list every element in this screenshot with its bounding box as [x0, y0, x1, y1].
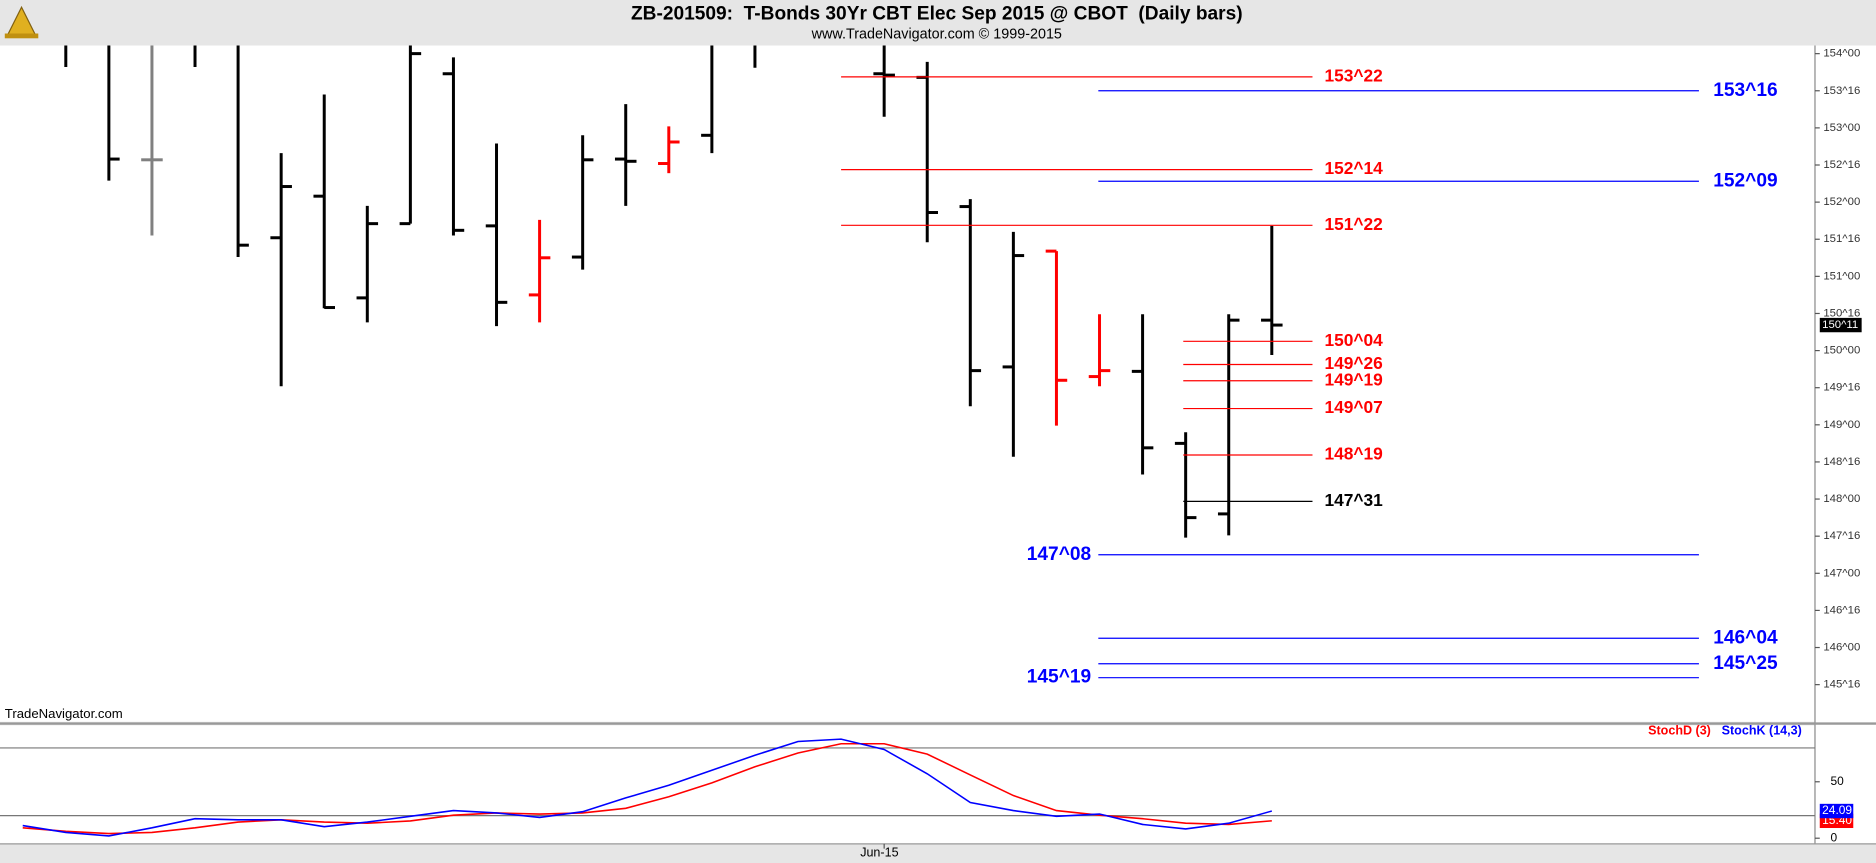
last-price-label: 150^11: [1822, 319, 1858, 331]
y-tick-label: 146^00: [1823, 642, 1860, 654]
level-label: 152^14: [1324, 158, 1383, 178]
level-label: 151^22: [1324, 214, 1382, 234]
level-label: 145^19: [1027, 667, 1091, 688]
y-tick-label: 151^16: [1823, 233, 1860, 245]
level-label: 147^08: [1027, 544, 1092, 565]
logo: [4, 5, 39, 39]
y-tick-label: 152^16: [1823, 159, 1860, 171]
level-label: 149^07: [1324, 397, 1382, 417]
chart-subtitle: www.TradeNavigator.com © 1999-2015: [811, 27, 1062, 43]
last-price-box: [1819, 317, 1862, 333]
stoch-line: [22, 742, 1272, 835]
y-tick-label: 152^00: [1823, 196, 1860, 208]
x-tick-label: Jun-15: [860, 846, 898, 860]
value-label: 24.09: [1822, 803, 1852, 817]
level-label: 150^04: [1324, 330, 1383, 350]
y-tick-label: 149^00: [1823, 419, 1860, 431]
watermark: TradeNavigator.com: [5, 706, 123, 721]
y-tick-label: 148^16: [1823, 456, 1860, 468]
level-label: 153^16: [1713, 80, 1777, 101]
level-label: 145^25: [1713, 653, 1778, 674]
level-label: 149^19: [1324, 369, 1382, 389]
y-tick-label: 147^16: [1823, 530, 1860, 542]
price-panel: [0, 45, 1815, 722]
y-tick-label: 154^00: [1823, 48, 1860, 60]
level-label: 146^04: [1713, 627, 1778, 648]
y-tick-label: 145^16: [1823, 679, 1860, 691]
legend-entry: StochD (3): [1648, 724, 1711, 738]
chart-title: ZB-201509: T-Bonds 30Yr CBT Elec Sep 201…: [631, 3, 1243, 24]
y-tick-label: 149^16: [1823, 382, 1860, 394]
y-tick-label: 146^16: [1823, 604, 1860, 616]
stoch-line: [22, 738, 1273, 837]
bars: [64, 45, 1283, 538]
price-axis: [1814, 45, 1876, 844]
level-label: 147^31: [1324, 490, 1383, 510]
y-tick-label: 50: [1831, 774, 1845, 788]
y-tick-label: 147^00: [1823, 567, 1860, 579]
level-label: 148^19: [1324, 444, 1382, 464]
level-label: 149^26: [1324, 353, 1383, 373]
value-label-box: [1819, 803, 1854, 819]
y-tick-label: 153^00: [1823, 122, 1860, 134]
y-tick-label: 150^00: [1823, 345, 1860, 357]
level-label: 153^22: [1324, 65, 1382, 85]
level-label: 152^09: [1713, 170, 1777, 191]
stoch-panel: [0, 725, 1815, 844]
y-tick-label: 148^00: [1823, 493, 1860, 505]
y-tick-label: 153^16: [1823, 85, 1860, 97]
legend-entry: StochK (14,3): [1722, 724, 1802, 738]
y-tick-label: 151^00: [1823, 270, 1860, 282]
y-tick-label: 150^16: [1823, 307, 1860, 319]
y-tick-label: 0: [1831, 830, 1838, 844]
